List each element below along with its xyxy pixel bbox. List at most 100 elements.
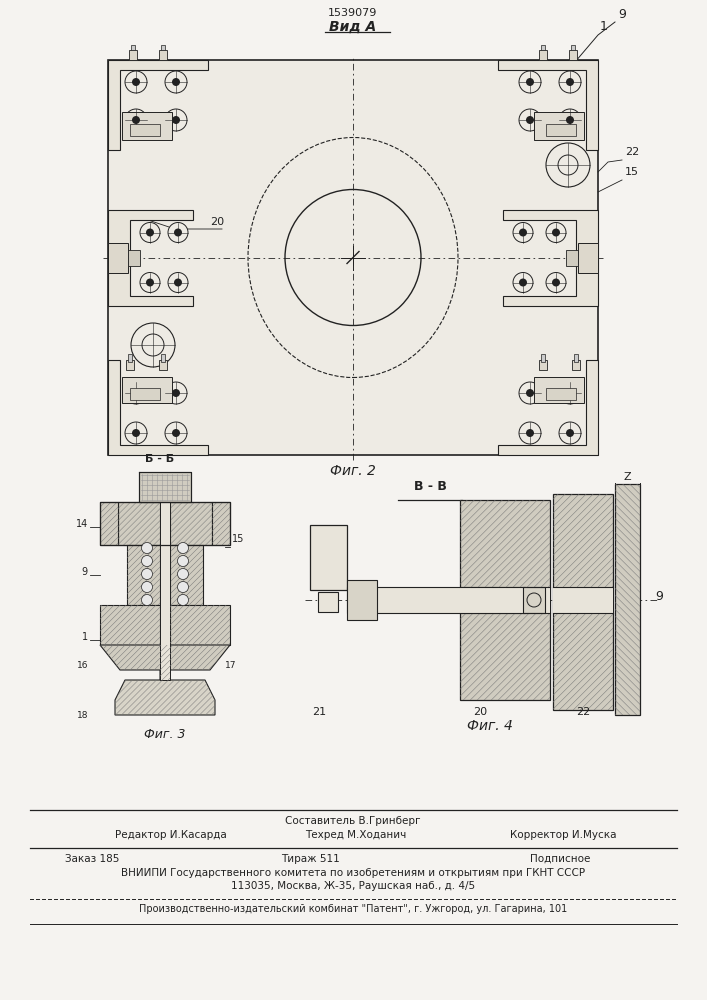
- Circle shape: [526, 116, 534, 124]
- Text: 20: 20: [473, 707, 487, 717]
- Bar: [159, 360, 167, 370]
- Polygon shape: [503, 210, 598, 306]
- Bar: [578, 242, 598, 272]
- Bar: [130, 388, 160, 400]
- Bar: [161, 354, 165, 362]
- Circle shape: [140, 223, 160, 242]
- Circle shape: [141, 594, 153, 605]
- Bar: [541, 45, 545, 50]
- Bar: [541, 354, 545, 362]
- Bar: [534, 377, 584, 403]
- Bar: [161, 45, 165, 50]
- Bar: [569, 50, 577, 60]
- Bar: [100, 502, 230, 545]
- Bar: [130, 124, 160, 136]
- Polygon shape: [553, 494, 613, 710]
- Circle shape: [132, 116, 140, 124]
- Circle shape: [513, 272, 533, 292]
- Bar: [159, 50, 167, 60]
- Polygon shape: [460, 500, 550, 700]
- Bar: [571, 45, 575, 50]
- Polygon shape: [498, 60, 598, 150]
- Circle shape: [526, 389, 534, 397]
- Polygon shape: [100, 645, 230, 680]
- Circle shape: [132, 389, 140, 397]
- Bar: [160, 502, 170, 532]
- Bar: [128, 249, 140, 265]
- Text: Фиг. 3: Фиг. 3: [144, 728, 186, 741]
- Bar: [460, 587, 550, 613]
- Polygon shape: [108, 210, 193, 306]
- Polygon shape: [127, 545, 160, 605]
- Circle shape: [519, 109, 541, 131]
- Text: Заказ 185: Заказ 185: [65, 854, 119, 864]
- Text: 17: 17: [225, 661, 237, 670]
- Text: Z: Z: [624, 472, 631, 482]
- Circle shape: [566, 429, 574, 437]
- Polygon shape: [615, 484, 640, 715]
- Bar: [318, 592, 338, 612]
- Bar: [122, 377, 172, 403]
- Bar: [553, 587, 613, 613]
- Circle shape: [174, 278, 182, 286]
- Text: 1: 1: [82, 632, 88, 642]
- Text: Производственно-издательский комбинат "Патент", г. Ужгород, ул. Гагарина, 101: Производственно-издательский комбинат "П…: [139, 904, 567, 914]
- Circle shape: [177, 568, 189, 580]
- Bar: [131, 45, 135, 50]
- Bar: [546, 124, 576, 136]
- Text: Тираж 511: Тираж 511: [281, 854, 339, 864]
- Circle shape: [165, 71, 187, 93]
- Circle shape: [165, 109, 187, 131]
- Circle shape: [172, 429, 180, 437]
- Circle shape: [519, 422, 541, 444]
- Circle shape: [519, 382, 541, 404]
- Circle shape: [141, 542, 153, 554]
- Text: 15: 15: [625, 167, 639, 177]
- Polygon shape: [108, 60, 208, 150]
- Polygon shape: [118, 502, 160, 545]
- Circle shape: [172, 116, 180, 124]
- Circle shape: [566, 389, 574, 397]
- Circle shape: [141, 556, 153, 566]
- Text: Б - Б: Б - Б: [146, 454, 175, 464]
- Bar: [129, 50, 137, 60]
- Text: Фиг. 2: Фиг. 2: [330, 464, 376, 478]
- Text: 22: 22: [625, 147, 639, 157]
- Circle shape: [552, 229, 560, 236]
- Bar: [539, 360, 547, 370]
- Text: 20: 20: [210, 217, 224, 227]
- Circle shape: [174, 229, 182, 236]
- Circle shape: [125, 422, 147, 444]
- Text: 113035, Москва, Ж-35, Раушская наб., д. 4/5: 113035, Москва, Ж-35, Раушская наб., д. …: [231, 881, 475, 891]
- Polygon shape: [212, 502, 230, 545]
- Bar: [122, 112, 172, 140]
- Circle shape: [177, 582, 189, 592]
- Circle shape: [165, 382, 187, 404]
- Text: 21: 21: [312, 707, 326, 717]
- Circle shape: [177, 594, 189, 605]
- Circle shape: [546, 272, 566, 292]
- Text: 9: 9: [618, 8, 626, 21]
- Text: 9: 9: [655, 590, 663, 603]
- Text: 18: 18: [76, 711, 88, 720]
- Circle shape: [526, 78, 534, 86]
- Circle shape: [519, 71, 541, 93]
- Circle shape: [546, 223, 566, 242]
- Bar: [347, 580, 377, 620]
- Polygon shape: [100, 605, 160, 645]
- Polygon shape: [498, 360, 598, 455]
- Text: В - В: В - В: [414, 480, 446, 493]
- Bar: [347, 587, 525, 613]
- Text: 14: 14: [76, 519, 88, 529]
- Circle shape: [559, 109, 581, 131]
- Text: Редактор И.Касарда: Редактор И.Касарда: [115, 830, 227, 840]
- Bar: [126, 360, 134, 370]
- Circle shape: [140, 272, 160, 292]
- Circle shape: [165, 422, 187, 444]
- Polygon shape: [170, 502, 212, 545]
- Bar: [574, 354, 578, 362]
- Text: ВНИИПИ Государственного комитета по изобретениям и открытиям при ГКНТ СССР: ВНИИПИ Государственного комитета по изоб…: [121, 868, 585, 878]
- Text: 1539079: 1539079: [328, 8, 378, 18]
- Text: 9: 9: [82, 567, 88, 577]
- Polygon shape: [523, 587, 545, 613]
